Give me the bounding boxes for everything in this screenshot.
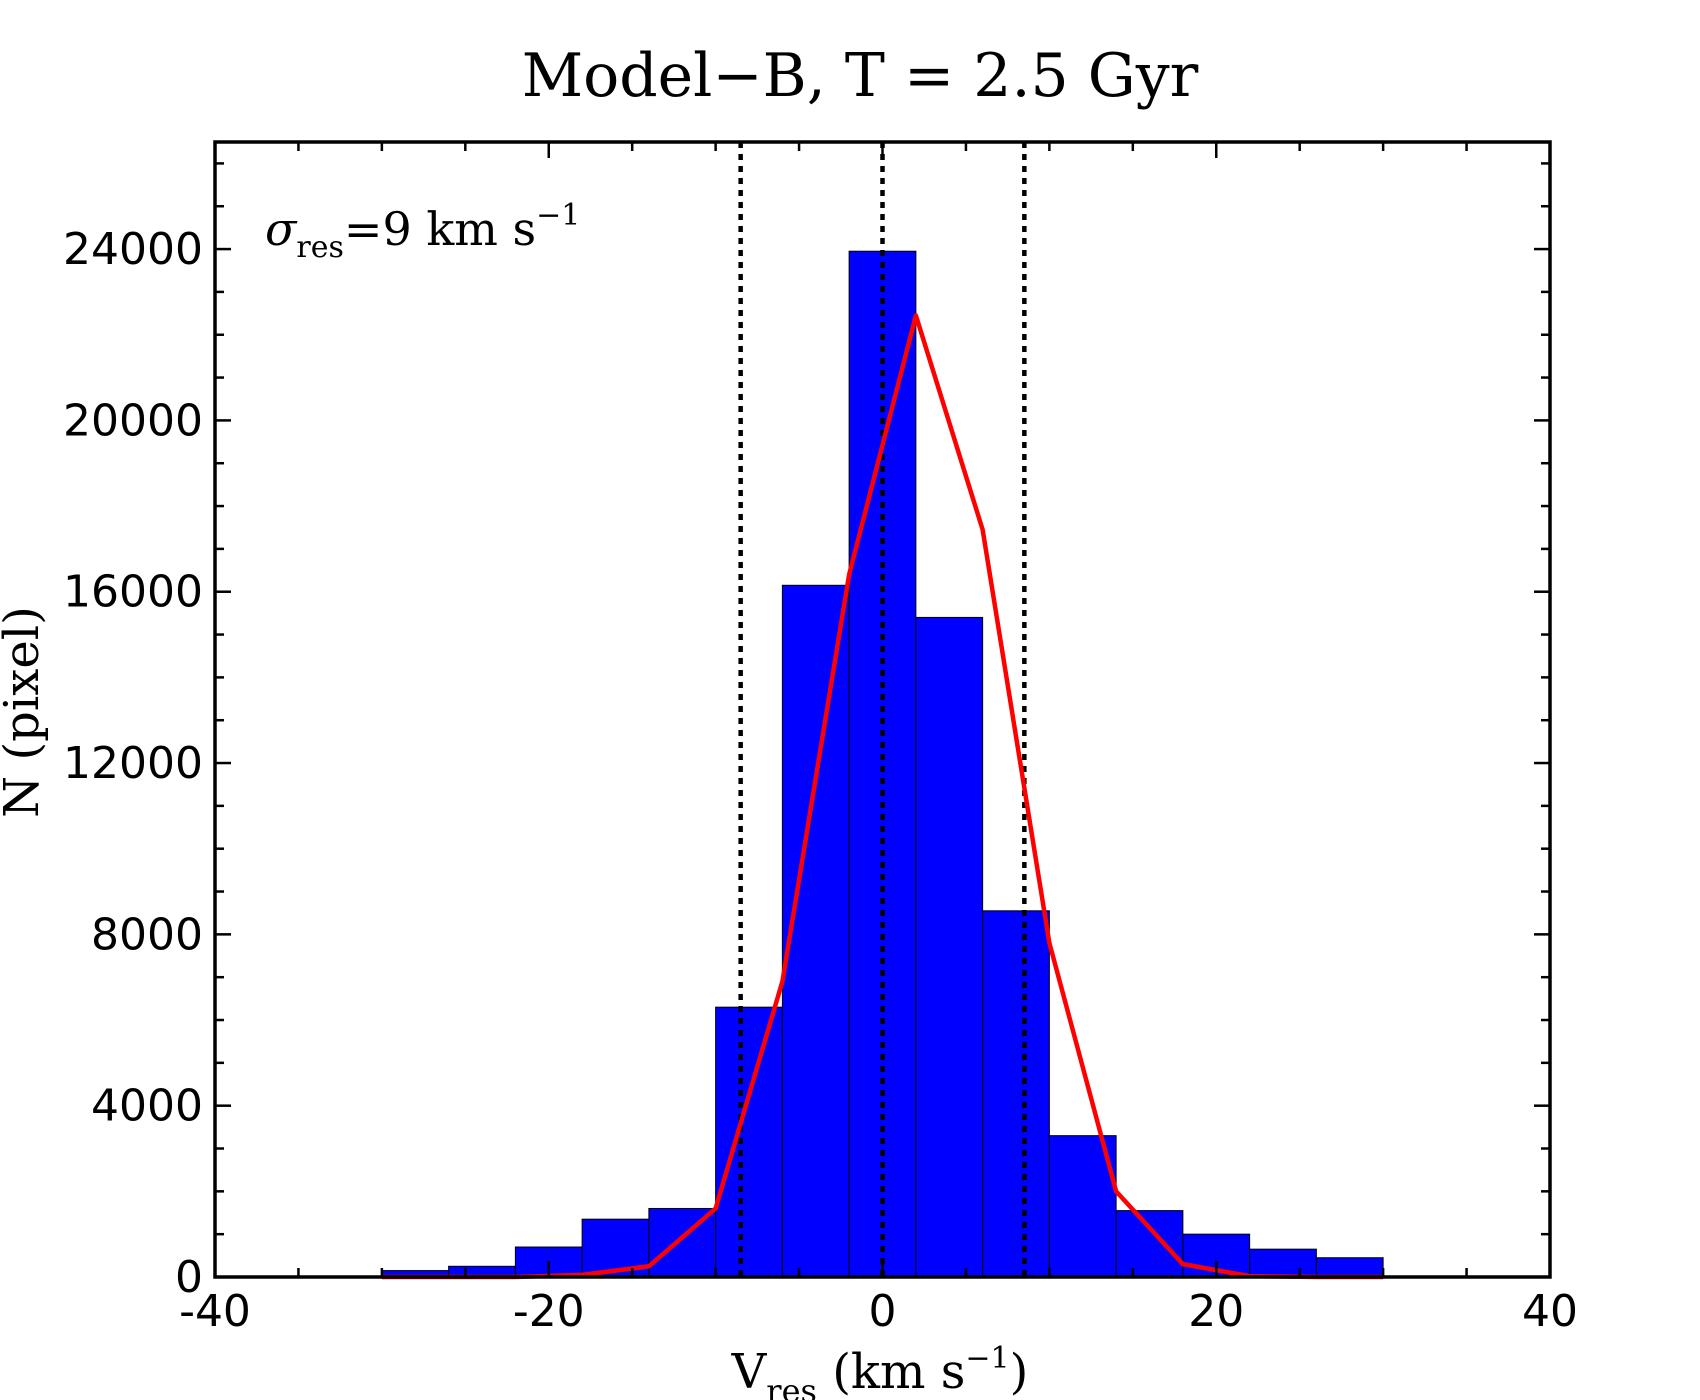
y-tick-label: 0 <box>175 1252 203 1303</box>
histogram-bar <box>715 1006 783 1278</box>
histogram-bar <box>1315 1257 1384 1278</box>
x-tick-label: 0 <box>869 1286 897 1337</box>
x-axis-label: Vres (km s−1) <box>731 1341 1029 1400</box>
histogram-bar <box>781 584 850 1278</box>
histogram-bar <box>915 616 984 1278</box>
y-tick-label: 4000 <box>91 1081 203 1132</box>
histogram-bars <box>381 250 1384 1278</box>
histogram-bar <box>1249 1248 1317 1278</box>
y-tick-labels: 0 4000 8000 12000 16000 20000 24000 <box>63 224 203 1303</box>
y-tick-label: 16000 <box>63 567 203 618</box>
x-tick-label: 20 <box>1188 1286 1244 1337</box>
y-tick-label: 24000 <box>63 224 203 275</box>
y-tick-label: 20000 <box>63 395 203 446</box>
x-tick-label: 40 <box>1522 1286 1578 1337</box>
x-tick-labels: -40 -20 0 20 40 <box>179 1286 1578 1337</box>
dotted-reference-lines <box>738 142 1027 1277</box>
y-tick-label: 12000 <box>63 738 203 789</box>
x-tick-label: -20 <box>513 1286 585 1337</box>
histogram-bar <box>848 250 917 1278</box>
y-tick-label: 8000 <box>91 909 203 960</box>
x-tick-label: -40 <box>179 1286 251 1337</box>
y-axis-label: N (pixel) <box>0 606 50 818</box>
histogram-bar <box>982 910 1050 1278</box>
axis-ticks <box>213 142 1552 1279</box>
sigma-annotation: σres=9 km s−1 <box>265 198 580 265</box>
histogram-bar <box>1115 1210 1184 1278</box>
chart-title: Model−B, T = 2.5 Gyr <box>522 41 1199 111</box>
histogram-bar <box>1048 1135 1117 1278</box>
